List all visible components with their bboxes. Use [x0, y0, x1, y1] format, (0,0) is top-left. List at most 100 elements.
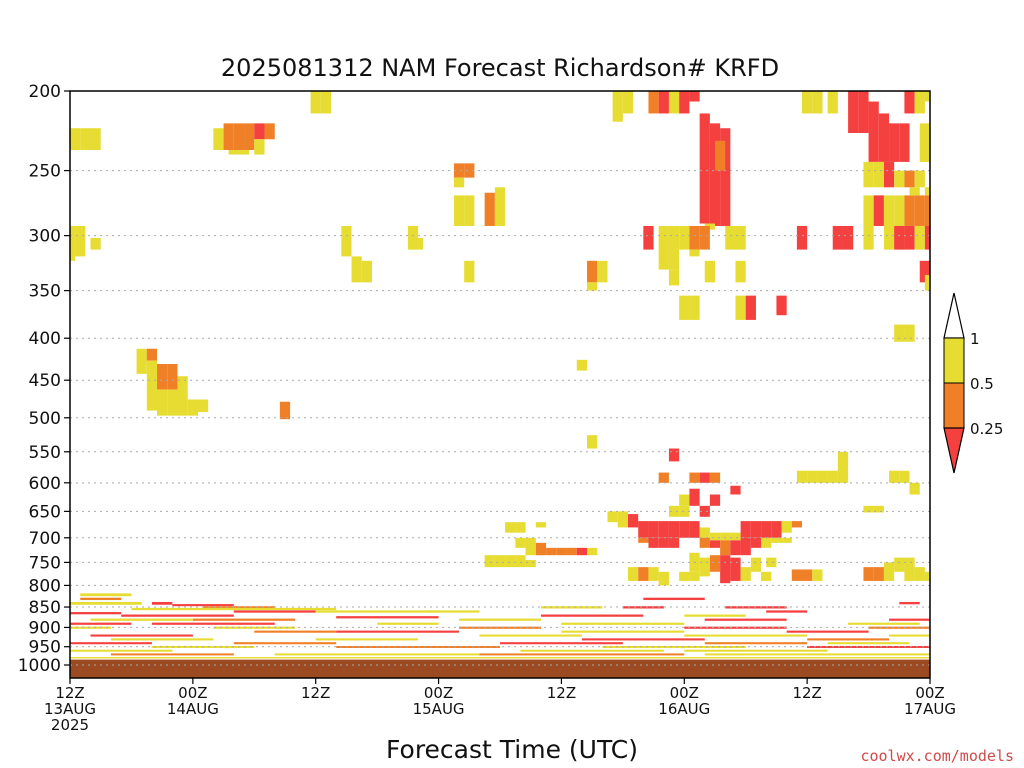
- heatmap-band: [520, 649, 664, 652]
- heatmap-cell: [781, 521, 792, 533]
- y-tick-label: 350: [29, 282, 61, 302]
- heatmap-band: [110, 638, 214, 641]
- heatmap-cell: [873, 567, 884, 581]
- heatmap-cell: [919, 260, 930, 283]
- heatmap-cell: [658, 91, 669, 114]
- heatmap-cell: [735, 260, 746, 283]
- heatmap-cell: [715, 140, 726, 171]
- y-tick-label: 950: [29, 638, 61, 658]
- heatmap-cell: [157, 364, 168, 390]
- heatmap-cell: [668, 537, 680, 548]
- heatmap-cell: [909, 187, 920, 196]
- heatmap-band: [807, 638, 890, 641]
- heatmap-cell: [525, 560, 536, 568]
- heatmap-cell: [146, 348, 158, 361]
- ground-layer: [70, 659, 930, 678]
- heatmap-band: [827, 642, 910, 645]
- y-tick-label: 750: [29, 553, 61, 573]
- heatmap-cell: [556, 547, 567, 556]
- heatmap-cell: [699, 557, 710, 577]
- x-tick-label: 13AUG: [44, 700, 96, 718]
- x-tick-label: 00Z: [178, 684, 207, 702]
- heatmap-cell: [223, 123, 234, 151]
- heatmap-cell: [735, 225, 746, 250]
- heatmap-band: [192, 618, 296, 621]
- heatmap-cell: [453, 177, 465, 188]
- heatmap-cell: [883, 161, 895, 188]
- heatmap-cell: [464, 195, 475, 226]
- legend-label: 0.25: [970, 420, 1003, 438]
- heatmap-cell: [771, 537, 782, 543]
- x-tick-label: 16AUG: [658, 700, 710, 718]
- heatmap-cell: [914, 195, 925, 226]
- heatmap-cell: [914, 91, 925, 114]
- heatmap-cell: [761, 571, 772, 581]
- y-tick-label: 600: [29, 474, 61, 494]
- heatmap-cell: [889, 470, 900, 483]
- y-tick-label: 800: [29, 576, 61, 596]
- heatmap-cell: [827, 470, 838, 483]
- heatmap-cell: [587, 282, 598, 291]
- heatmap-cell: [766, 557, 777, 568]
- y-tick-label: 250: [29, 162, 61, 182]
- heatmap-cell: [802, 569, 813, 581]
- heatmap-cell: [894, 195, 905, 250]
- heatmap-cell: [699, 527, 710, 538]
- heatmap-cell: [341, 225, 352, 257]
- x-tick-label: 2025: [51, 716, 89, 734]
- heatmap-cell: [494, 187, 506, 226]
- heatmap-band: [70, 642, 152, 645]
- heatmap-cell: [668, 269, 680, 286]
- heatmap-cell: [873, 505, 884, 513]
- heatmap-cell: [90, 128, 101, 151]
- heatmap-cell: [914, 567, 925, 581]
- heatmap-cell: [546, 547, 557, 556]
- heatmap-band: [172, 604, 234, 607]
- y-tick-label: 850: [29, 598, 61, 618]
- heatmap-band: [70, 601, 142, 605]
- heatmap-cell: [464, 260, 475, 283]
- heatmap-cell: [320, 91, 332, 114]
- heatmap-cell: [157, 389, 168, 416]
- heatmap-cell: [70, 128, 81, 151]
- heatmap-cell: [832, 225, 843, 250]
- heatmap-band: [581, 638, 705, 641]
- heatmap-band: [151, 601, 173, 605]
- heatmap-cell: [689, 472, 700, 483]
- heatmap-cell: [750, 557, 762, 572]
- heatmap-cell: [679, 505, 690, 517]
- heatmap-band: [684, 614, 746, 617]
- heatmap-cell: [745, 295, 756, 320]
- heatmap-cell: [612, 91, 623, 114]
- heatmap-cell: [617, 511, 628, 528]
- heatmap-cell: [894, 557, 905, 572]
- heatmap-cell: [515, 537, 526, 548]
- heatmap-cell: [668, 505, 680, 517]
- x-tick-label: 12Z: [55, 684, 84, 702]
- heatmap-cell: [894, 324, 905, 342]
- heatmap-cell: [781, 537, 792, 543]
- heatmap-cell: [883, 195, 895, 250]
- heatmap-cell: [228, 150, 239, 155]
- y-tick-label: 550: [29, 443, 61, 463]
- y-axis: 200 250 300 350 400 450 500 550 600 650 700 750 8008…: [18, 82, 70, 676]
- heatmap-cell: [848, 91, 859, 134]
- heatmap-band: [704, 653, 930, 656]
- heatmap-cell: [689, 521, 700, 538]
- ground-fill: [70, 659, 930, 678]
- heatmap-cell: [924, 274, 930, 291]
- heatmap-cell: [924, 137, 930, 151]
- heatmap-cell: [648, 537, 659, 548]
- heatmap-cells: [70, 91, 930, 659]
- heatmap-cell: [494, 555, 506, 568]
- heatmap-cell: [873, 195, 884, 226]
- heatmap-cell: [658, 571, 669, 586]
- heatmap-cell: [796, 470, 808, 483]
- heatmap-cell: [587, 260, 598, 283]
- heatmap-band: [254, 630, 337, 633]
- heatmap-cell: [607, 511, 618, 523]
- heatmap-cell: [658, 472, 669, 483]
- heatmap-cell: [146, 360, 158, 411]
- color-legend: 1 0.5 0.25: [943, 292, 1003, 474]
